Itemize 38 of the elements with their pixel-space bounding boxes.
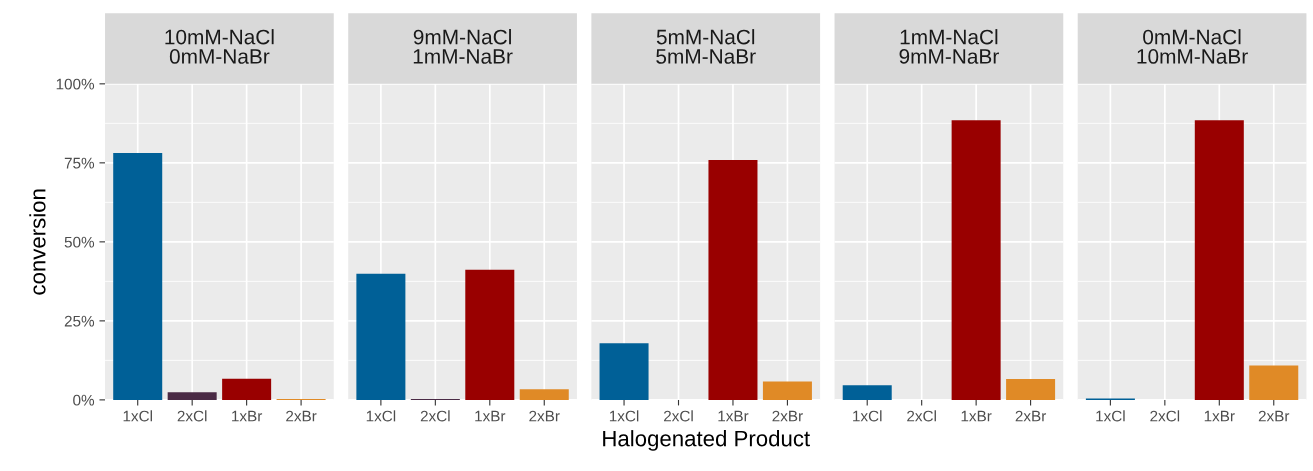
bar — [113, 153, 163, 400]
x-tick-label: 2xBr — [1258, 410, 1290, 422]
x-tick-label: 1xBr — [232, 410, 263, 422]
chart-title: 0mM-NaCl 10mM-NaBr — [1137, 29, 1248, 64]
y-tick-label: 100% — [56, 78, 95, 90]
x-tick-label: 1xBr — [475, 410, 506, 422]
bar — [356, 273, 406, 400]
x-tick-label: 1xCl — [366, 410, 396, 422]
chart-title: 9mM-NaCl 1mM-NaBr — [413, 29, 513, 64]
x-tick-label: 2xCl — [664, 410, 693, 422]
x-tick-label: 1xBr — [961, 410, 992, 422]
x-tick-label: 2xBr — [772, 410, 803, 422]
bar — [465, 269, 515, 400]
x-tick-label: 2xCl — [420, 410, 450, 422]
chart-title: 5mM-NaCl 5mM-NaBr — [656, 29, 756, 64]
x-tick-label: 1xCl — [1096, 410, 1125, 422]
x-tick-label: 1xCl — [123, 410, 152, 422]
chart-title: 10mM-NaCl 0mM-NaBr — [165, 29, 274, 64]
x-tick-label: 1xCl — [853, 410, 882, 422]
x-tick-label: 1xBr — [718, 410, 749, 422]
y-axis-title: conversion — [29, 189, 46, 295]
x-tick-label: 1xBr — [1204, 410, 1235, 422]
x-tick-label: 2xBr — [286, 410, 317, 422]
y-tick-label: 0% — [73, 394, 95, 406]
y-tick-label: 75% — [64, 157, 95, 169]
x-axis-title: Halogenated Product — [603, 430, 810, 451]
bar — [519, 389, 569, 400]
x-tick-label: 2xCl — [177, 410, 207, 422]
x-tick-label: 1xCl — [609, 410, 639, 422]
x-tick-label: 2xCl — [907, 410, 936, 422]
chart-title: 1mM-NaCl 9mM-NaBr — [899, 29, 999, 64]
x-tick-label: 2xBr — [529, 410, 560, 422]
x-tick-label: 2xCl — [1150, 410, 1180, 422]
bar — [167, 392, 217, 400]
y-tick-label: 50% — [64, 236, 95, 248]
x-tick-label: 2xBr — [1015, 410, 1047, 422]
bar — [222, 378, 272, 400]
y-tick-label: 25% — [64, 315, 95, 327]
